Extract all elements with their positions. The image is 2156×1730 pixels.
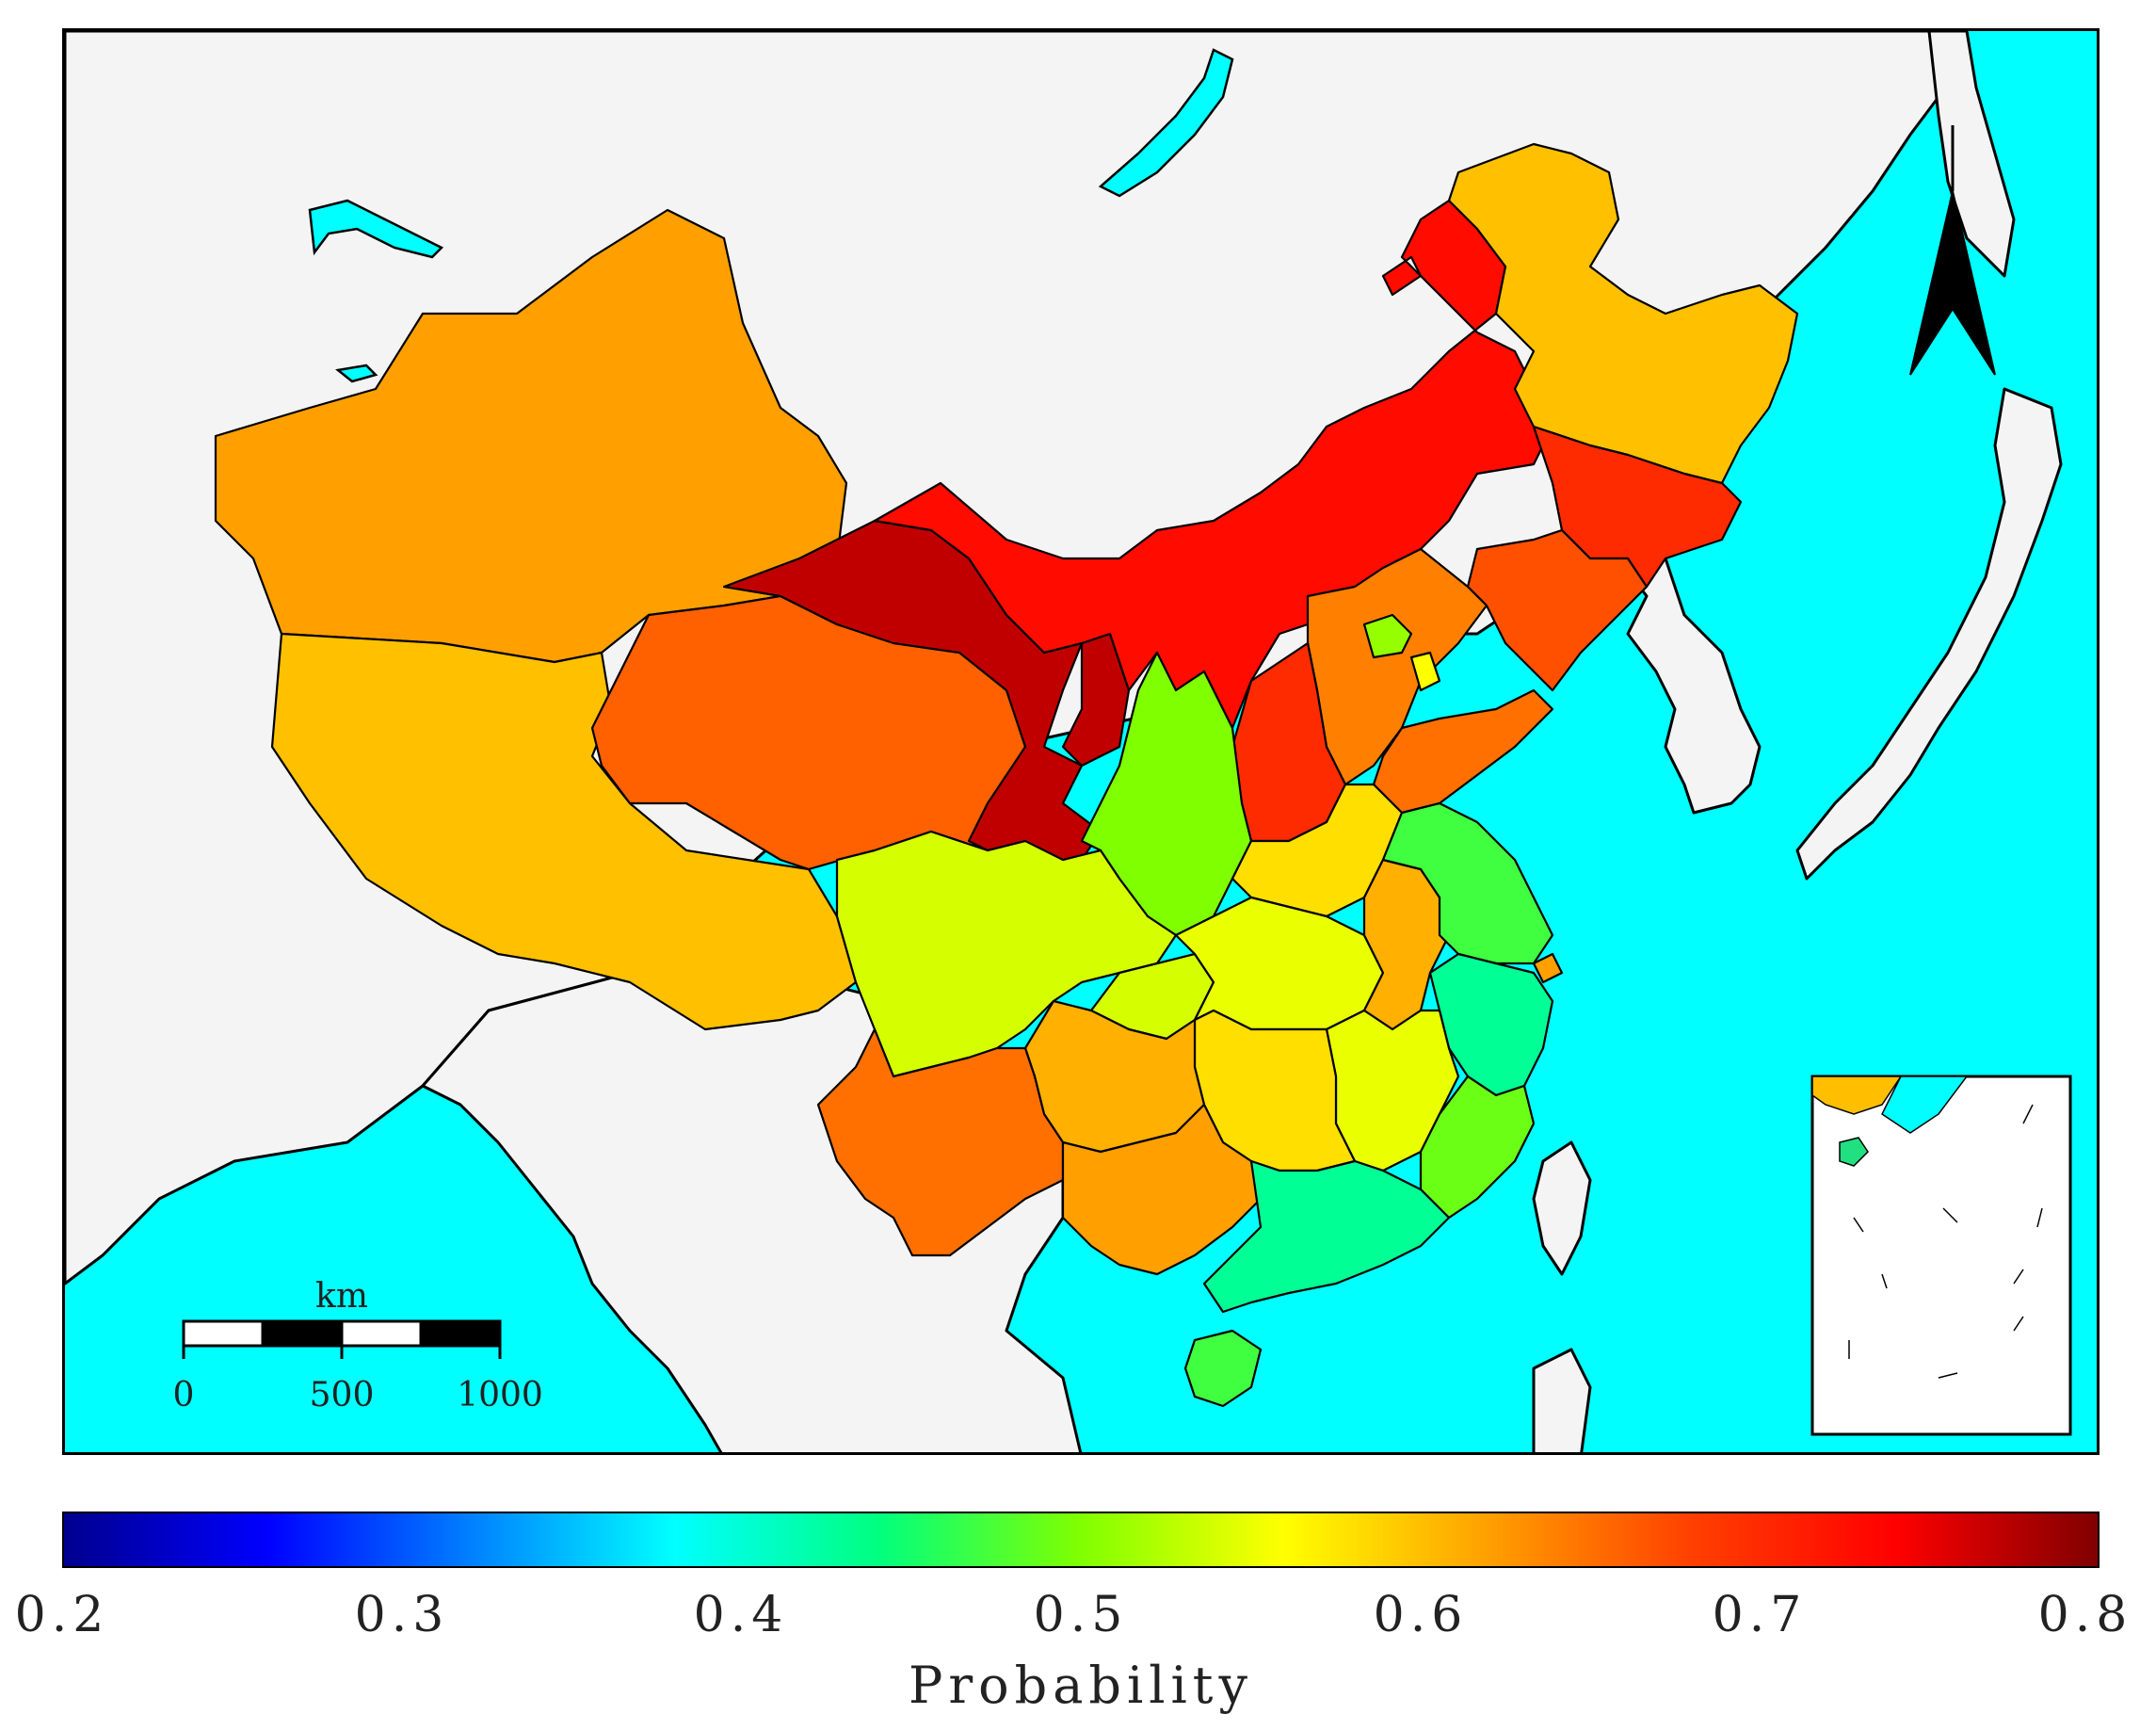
- sakhalin-landmass: [1927, 31, 2016, 278]
- scale-label-0: 0: [173, 1376, 195, 1415]
- lake-baikal: [1098, 48, 1234, 198]
- scale-label-500: 500: [310, 1376, 375, 1415]
- map: km 0 500 1000: [65, 31, 2072, 1452]
- scale-label-1000: 1000: [457, 1376, 543, 1415]
- region-heilongjiang: [1447, 142, 1799, 485]
- korea-landmass: [1607, 519, 1762, 815]
- lake-balkhash: [335, 364, 378, 383]
- colorbar-tick-label: 0.4: [693, 1587, 789, 1643]
- region-tibet: [270, 632, 858, 1031]
- colorbar-tick-label: 0.3: [354, 1587, 450, 1643]
- region-shandong: [1372, 688, 1554, 815]
- colorbar-tick-label: 0.2: [14, 1587, 110, 1643]
- region-hainan: [1183, 1329, 1263, 1408]
- region-liaoning: [1466, 528, 1649, 692]
- north-arrow-icon: [1909, 125, 1996, 376]
- scale-bar: km 0 500 1000: [173, 1277, 543, 1415]
- south-china-sea-inset: [1810, 1075, 2072, 1436]
- scale-unit: km: [315, 1277, 368, 1316]
- region-beijing: [1362, 613, 1413, 659]
- region-guangdong: [1202, 1159, 1451, 1314]
- region-yunnan: [816, 1027, 1065, 1257]
- region-shanghai: [1532, 952, 1564, 984]
- luzon-landmass: [1532, 1348, 1592, 1452]
- region-taiwan: [1532, 1140, 1592, 1276]
- colorbar: [62, 1512, 2100, 1568]
- map-frame: km 0 500 1000: [62, 28, 2100, 1455]
- colorbar-tick-label: 0.8: [2037, 1587, 2133, 1643]
- region-tianjin: [1409, 651, 1441, 692]
- japan-landmass: [1795, 387, 2063, 881]
- colorbar-tick-label: 0.5: [1033, 1587, 1129, 1643]
- lake-north-west: [308, 199, 444, 259]
- colorbar-tick-label: 0.6: [1373, 1587, 1469, 1643]
- colorbar-label: Probability: [908, 1656, 1254, 1715]
- colorbar-tick-label: 0.7: [1712, 1587, 1808, 1643]
- region-fujian: [1419, 1075, 1536, 1220]
- region-jiangsu: [1381, 801, 1554, 965]
- region-guangxi: [1061, 1103, 1263, 1276]
